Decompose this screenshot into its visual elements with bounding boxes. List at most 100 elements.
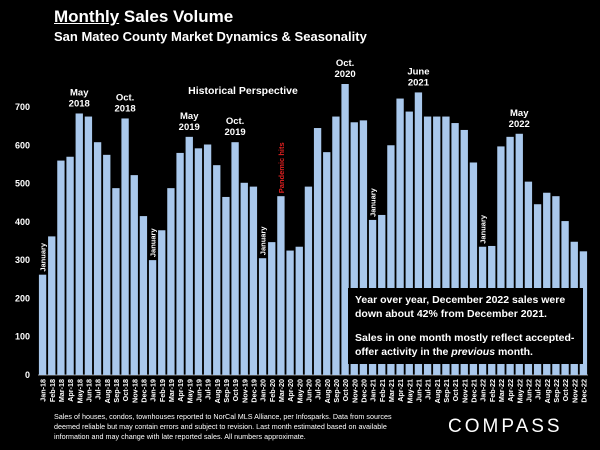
x-tick-label: Nov-18	[130, 379, 139, 403]
x-tick-label: Aug-18	[103, 379, 112, 403]
x-tick-label: Nov-22	[570, 379, 579, 403]
bar	[387, 145, 395, 375]
x-tick-label: Jun-22	[524, 379, 533, 402]
bar	[451, 123, 459, 375]
y-tick-label: 500	[15, 179, 30, 189]
bar	[158, 230, 166, 375]
bar	[139, 216, 148, 375]
bar	[148, 260, 157, 375]
page-title: Monthly Sales Volume	[54, 6, 367, 28]
x-tick-label: Mar-19	[167, 379, 176, 402]
bar	[469, 162, 478, 375]
x-tick-label: Sep-20	[332, 379, 341, 403]
x-tick-label: Nov-20	[350, 379, 359, 403]
bar	[240, 182, 248, 375]
x-tick-label: Dec-18	[139, 379, 148, 403]
x-tick-label: Sep-21	[442, 379, 451, 403]
title-block: Monthly Sales Volume San Mateo County Ma…	[54, 6, 367, 45]
y-tick-label: 100	[15, 332, 30, 342]
peak-annotation: June 2021	[407, 66, 429, 88]
bar	[405, 111, 413, 375]
bar-vertical-label: January	[479, 214, 488, 244]
peak-annotation: Oct. 2019	[225, 116, 246, 138]
x-tick-label: Apr-20	[286, 379, 295, 402]
bar	[222, 196, 230, 375]
peak-annotation: Oct. 2018	[115, 92, 136, 114]
bar	[66, 156, 74, 375]
bar-vertical-label: Pandemic hits	[277, 142, 286, 193]
x-tick-label: Oct-19	[231, 379, 240, 401]
x-tick-label: Jul-22	[534, 379, 543, 400]
x-tick-label: Jan-18	[39, 379, 48, 402]
x-tick-label: Aug-21	[433, 379, 442, 403]
bar	[323, 152, 331, 375]
bar	[112, 188, 120, 375]
bar	[506, 136, 514, 375]
note-offer-em: previous	[451, 346, 496, 358]
bar-vertical-label: January	[369, 187, 378, 217]
bar	[48, 236, 56, 375]
bar	[524, 181, 533, 375]
bar	[84, 116, 93, 375]
x-tick-label: Jan-19	[149, 379, 158, 402]
x-tick-label: Mar-21	[387, 379, 396, 402]
x-tick-label: Oct-20	[341, 379, 350, 401]
note-yoy: Year over year, December 2022 sales were…	[355, 294, 566, 320]
x-tick-label: Oct-18	[121, 379, 130, 401]
x-tick-label: Dec-19	[249, 379, 258, 403]
sales-volume-chart: Historical Perspective 0 100 200 300 400 500 60…	[15, 58, 588, 403]
x-tick-label: Jan-20	[259, 379, 268, 402]
x-tick-label: Jun-19	[194, 379, 203, 402]
bar	[130, 175, 138, 375]
bar	[359, 120, 368, 375]
bar	[277, 196, 285, 375]
bar	[121, 118, 129, 376]
bar	[497, 146, 505, 375]
x-tick-label: Jul-20	[314, 379, 323, 400]
x-tick-label: Dec-21	[469, 379, 478, 403]
x-tick-label: Feb-22	[488, 379, 497, 402]
x-tick-label: Nov-21	[460, 379, 469, 403]
bar	[185, 136, 193, 375]
bar	[304, 186, 313, 375]
x-tick-label: Feb-20	[268, 379, 277, 402]
bar-vertical-label: January	[39, 242, 48, 272]
bar	[249, 186, 258, 375]
source-footnote: Sales of houses, condos, townhouses repo…	[54, 412, 392, 441]
peak-annotation: May 2018	[69, 87, 90, 109]
x-tick-label: Aug-22	[543, 379, 552, 403]
bar	[414, 92, 423, 376]
bar	[75, 113, 83, 375]
chart-title: Historical Perspective	[188, 85, 298, 97]
x-tick-label: Jun-21	[414, 379, 423, 402]
peak-annotation: May 2019	[179, 111, 200, 133]
x-tick-label: May-20	[295, 379, 304, 403]
bar	[515, 133, 523, 375]
bar	[103, 154, 111, 375]
x-tick-label: Feb-21	[378, 379, 387, 402]
x-tick-label: Apr-22	[506, 379, 515, 402]
x-tick-label: Oct-21	[451, 379, 460, 401]
y-tick-label: 400	[15, 217, 30, 227]
bar	[313, 128, 322, 375]
compass-logo: COMPASS	[448, 416, 563, 437]
bar	[552, 196, 560, 375]
x-tick-label: Sep-19	[222, 379, 231, 403]
bar	[295, 246, 303, 375]
peak-annotation: May 2022	[509, 108, 530, 130]
bar	[203, 144, 212, 375]
x-tick-label: Apr-21	[396, 379, 405, 402]
bar	[176, 152, 184, 375]
x-tick-label: Apr-18	[66, 379, 75, 402]
bar	[579, 251, 588, 375]
x-tick-label: Mar-18	[57, 379, 66, 402]
y-tick-label: 200	[15, 293, 30, 303]
x-tick-label: May-19	[185, 379, 194, 403]
x-tick-label: Feb-19	[158, 379, 167, 402]
bar	[231, 142, 239, 375]
bar	[286, 250, 294, 375]
x-tick-label: Mar-20	[277, 379, 286, 402]
bar	[543, 192, 551, 375]
bar	[57, 160, 65, 375]
x-tick-label: Oct-22	[561, 379, 570, 401]
